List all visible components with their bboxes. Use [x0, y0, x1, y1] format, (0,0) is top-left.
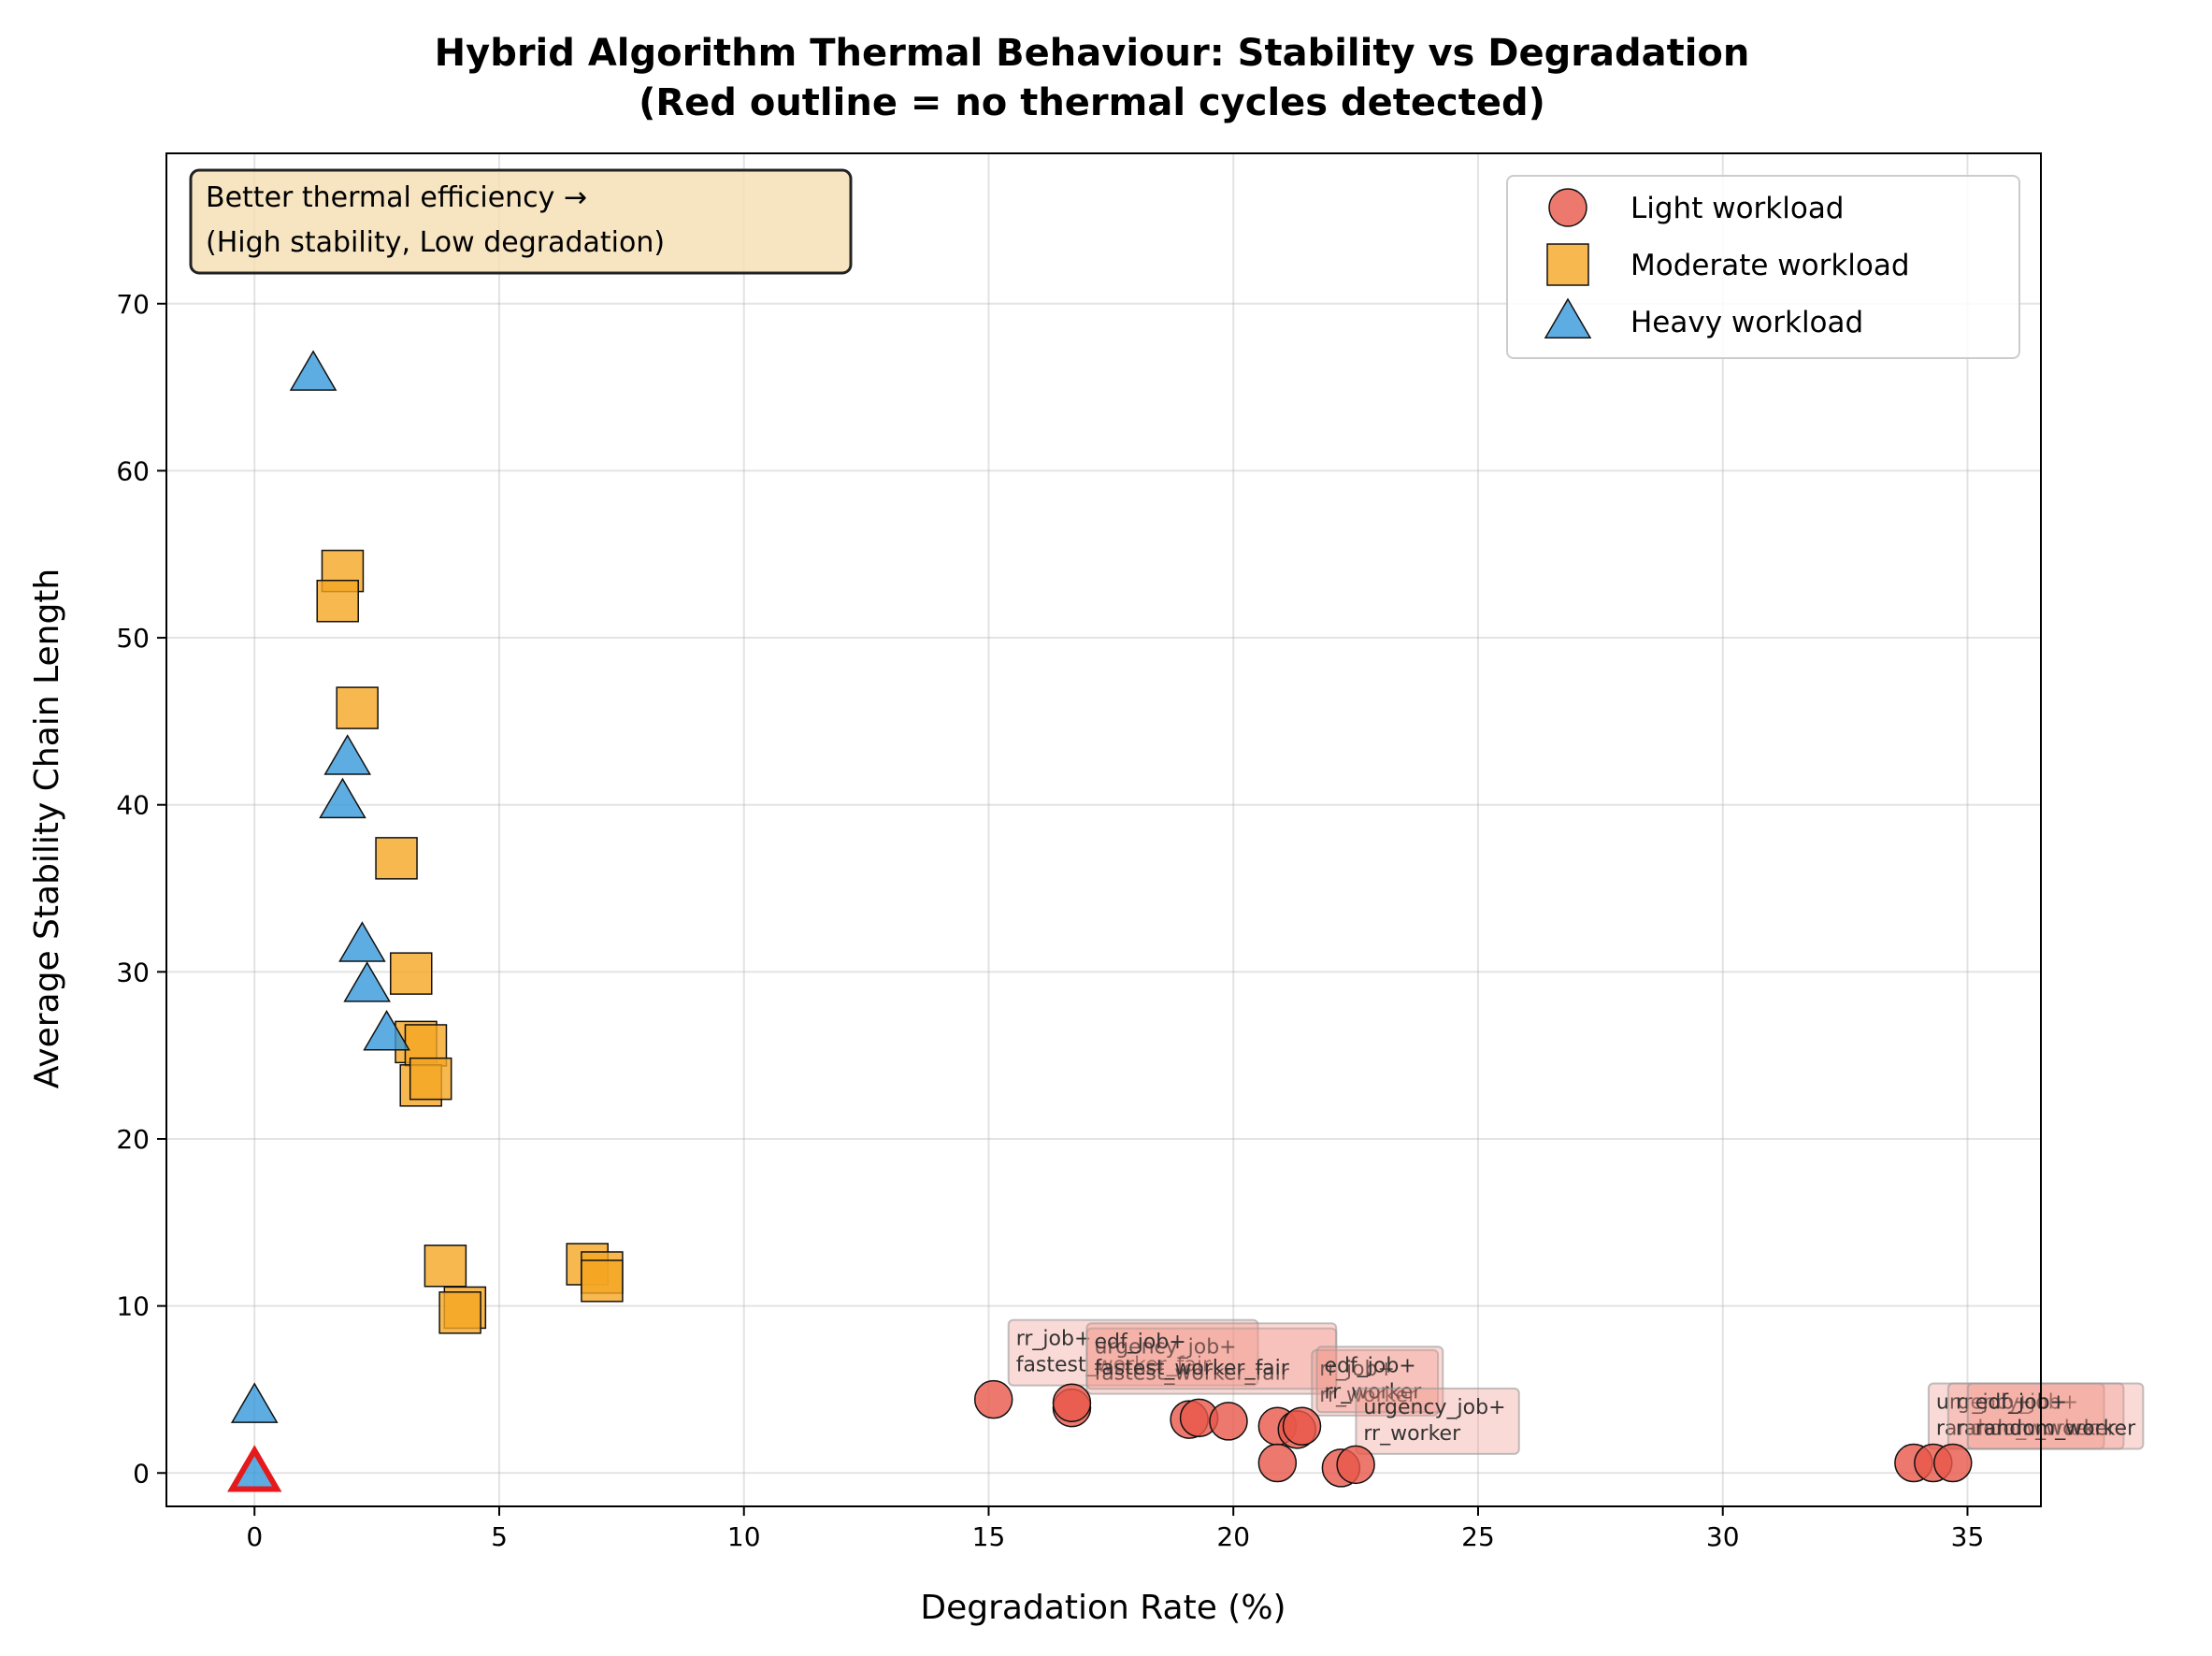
legend-label: Moderate workload — [1630, 249, 1910, 282]
grid — [166, 153, 2041, 1506]
annotation-box — [1311, 1348, 1440, 1417]
square-point — [438, 1291, 481, 1334]
annotation-box — [1085, 1322, 1338, 1390]
legend-marker-triangle — [1544, 297, 1592, 339]
square-point — [581, 1260, 624, 1303]
square-point — [336, 686, 379, 729]
circle-point — [1282, 1406, 1322, 1447]
y-tick-label: 0 — [133, 1458, 150, 1489]
x-tick-label: 0 — [246, 1521, 263, 1552]
legend: Light workload Moderate workload Heavy wor… — [1506, 175, 2020, 359]
x-axis-label: Degradation Rate (%) — [920, 1589, 1286, 1627]
annotation-label: rr_job+ — [1016, 1328, 1092, 1351]
efficiency-note-line-1: Better thermal efficiency → — [206, 181, 587, 214]
triangle-point — [338, 921, 386, 962]
annotation-label: fastest_worker_fair — [1094, 1357, 1289, 1380]
annotation-label: edf_job+ — [1094, 1331, 1185, 1354]
triangle-point — [363, 1009, 410, 1051]
legend-marker-circle — [1548, 188, 1587, 227]
x-tick-label: 10 — [727, 1521, 761, 1552]
y-tick-label: 50 — [116, 623, 150, 654]
annotation-box — [1315, 1346, 1444, 1414]
y-tick-label: 40 — [116, 790, 150, 821]
annotation-label: rr_worker — [1363, 1422, 1461, 1446]
x-tick-label: 20 — [1216, 1521, 1250, 1552]
y-tick-label: 60 — [116, 455, 150, 486]
annotation-label: edf_job+ — [1975, 1391, 2067, 1415]
annotation-label: urgency_job+ — [1363, 1396, 1505, 1419]
efficiency-note: Better thermal efficiency → (High stabil… — [189, 168, 853, 275]
square-point — [316, 580, 359, 623]
circle-point — [1209, 1402, 1248, 1441]
annotation-label: fastest_worker_fair — [1016, 1354, 1212, 1377]
annotation-label: urgency_job+ — [1936, 1391, 2078, 1415]
annotation-label: rr_worker — [1325, 1380, 1423, 1404]
annotation-label: urgency_job+ — [1094, 1336, 1236, 1360]
annotation-label: edf_job+ — [1325, 1354, 1416, 1377]
triangle-point — [319, 777, 366, 819]
square-point — [389, 952, 433, 995]
square-point — [409, 1057, 452, 1101]
chart-title: Hybrid Algorithm Thermal Behaviour: Stab… — [435, 32, 1750, 75]
data-points — [227, 350, 1973, 1492]
x-tick-label: 25 — [1461, 1521, 1495, 1552]
x-tick-label: 5 — [491, 1521, 508, 1552]
annotation-box — [1007, 1318, 1259, 1387]
y-tick-label: 10 — [116, 1291, 150, 1322]
triangle-point — [323, 734, 371, 775]
y-axis-label: Average Stability Chain Length — [28, 569, 66, 1088]
annotation-label: random_worker — [1956, 1418, 2117, 1441]
efficiency-note-line-2: (High stability, Low degradation) — [206, 226, 665, 259]
legend-box — [1506, 175, 2020, 359]
axis-ticks: 0 5 10 15 20 25 30 35 0 10 20 30 40 50 60 70 — [116, 289, 1984, 1552]
square-point — [424, 1245, 467, 1288]
legend-label: Light workload — [1630, 192, 1845, 225]
y-tick-label: 70 — [116, 289, 150, 320]
x-tick-label: 15 — [972, 1521, 1006, 1552]
circle-point — [1052, 1383, 1092, 1422]
y-tick-label: 20 — [116, 1124, 150, 1155]
x-tick-label: 30 — [1706, 1521, 1740, 1552]
circle-point — [1257, 1443, 1298, 1483]
circle-point — [1336, 1445, 1375, 1485]
triangle-point — [230, 1382, 279, 1423]
no-thermal-cycles-point — [227, 1445, 282, 1492]
annotation-label: random_worker — [1975, 1418, 2136, 1441]
efficiency-note-box — [189, 168, 853, 275]
triangle-point — [343, 961, 391, 1002]
annotation-label: rr_job+ — [1319, 1358, 1395, 1381]
annotation-label: random_worker — [1936, 1418, 2097, 1441]
chart-subtitle: (Red outline = no thermal cycles detecte… — [639, 81, 1545, 124]
circle-point — [1933, 1443, 1973, 1483]
annotations: rr_job+fastest_worker_fairurgency_job+fa… — [1007, 1318, 2145, 1455]
annotation-label: fastest_worker_fair — [1094, 1362, 1289, 1386]
annotation-box — [1966, 1382, 2145, 1450]
annotation-box — [1355, 1387, 1520, 1455]
x-tick-label: 35 — [1951, 1521, 1985, 1552]
circle-point — [973, 1379, 1013, 1419]
y-tick-label: 30 — [116, 957, 150, 987]
plot-frame — [165, 152, 2042, 1507]
legend-label: Heavy workload — [1630, 306, 1863, 339]
square-point — [375, 837, 418, 880]
triangle-point — [289, 350, 338, 391]
legend-marker-square — [1546, 243, 1589, 286]
